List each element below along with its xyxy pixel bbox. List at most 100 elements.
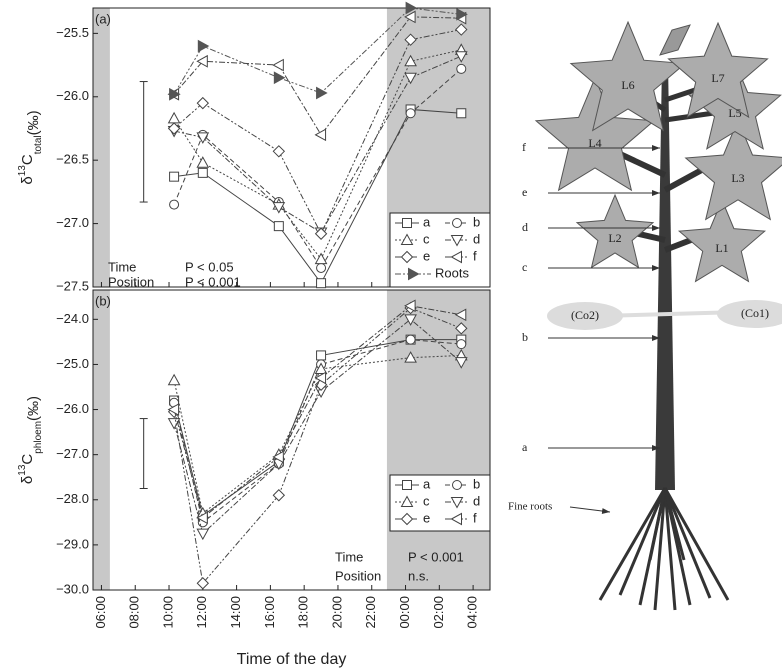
series-line <box>173 55 462 234</box>
height-label: a <box>522 440 528 454</box>
marker <box>197 167 208 178</box>
marker <box>402 480 412 490</box>
marker <box>272 145 286 158</box>
marker <box>316 350 327 361</box>
leaf-label: L6 <box>621 78 634 92</box>
marker <box>314 362 328 374</box>
marker <box>404 33 417 46</box>
x-tick-label: 02:00 <box>431 596 446 629</box>
marker <box>169 199 180 210</box>
root <box>663 487 686 561</box>
collar <box>547 302 623 330</box>
marker <box>452 218 462 228</box>
panel-label: (a) <box>95 11 111 26</box>
y-tick-label: −27.0 <box>56 215 89 230</box>
marker <box>404 351 417 363</box>
x-tick-label: 00:00 <box>397 596 412 629</box>
y-tick-label: −29.0 <box>56 536 89 551</box>
marker <box>169 87 181 101</box>
leaf-label: L4 <box>588 136 601 150</box>
marker <box>404 314 417 326</box>
marker <box>196 132 210 144</box>
marker <box>272 202 286 214</box>
marker <box>456 108 467 119</box>
y-label-part: C <box>19 454 36 465</box>
marker <box>452 480 462 490</box>
y-tick-label: −28.0 <box>56 491 89 506</box>
height-label: c <box>522 260 527 274</box>
height-label: e <box>522 185 527 199</box>
marker <box>450 512 462 526</box>
series-line <box>173 7 462 95</box>
marker <box>402 218 412 228</box>
series-line <box>173 68 462 269</box>
marker <box>169 171 180 182</box>
y-tick-label: −24.0 <box>56 311 89 326</box>
legend-label: f <box>473 248 477 263</box>
y-axis-label: δ13Cphloem(‰) <box>17 396 44 484</box>
x-axis-label: Time of the day <box>237 651 347 668</box>
marker <box>456 339 467 350</box>
marker <box>316 278 327 289</box>
root <box>618 487 667 596</box>
collar-label: (Co1) <box>741 306 769 320</box>
marker <box>454 308 467 322</box>
marker <box>455 322 468 335</box>
height-label: f <box>522 140 526 154</box>
x-tick-label: 20:00 <box>329 596 344 629</box>
leaf <box>575 193 655 269</box>
series-line <box>173 305 462 519</box>
x-tick-label: 04:00 <box>465 596 480 629</box>
marker <box>314 371 327 385</box>
plot-frame <box>92 7 491 288</box>
legend-label: c <box>423 493 430 508</box>
y-tick-label: −25.5 <box>56 25 89 40</box>
legend-label: b <box>473 214 480 229</box>
annotation: n.s. <box>408 568 429 583</box>
marker <box>167 418 181 430</box>
root <box>648 487 667 561</box>
marker <box>404 299 416 313</box>
marker <box>456 7 468 21</box>
marker <box>454 51 468 63</box>
annotation: Position <box>335 568 381 583</box>
marker <box>404 54 417 67</box>
marker <box>404 72 417 85</box>
legend-label: a <box>423 214 431 229</box>
night-shading <box>386 290 490 590</box>
marker <box>400 512 414 526</box>
marker <box>196 156 210 168</box>
y-tick-label: −26.0 <box>56 88 89 103</box>
annotation: P < 0.05 <box>185 259 234 274</box>
marker <box>272 58 284 72</box>
leaf-label: L3 <box>731 171 744 185</box>
x-tick-label: 18:00 <box>296 596 311 629</box>
marker <box>454 357 468 369</box>
y-tick-label: −30.0 <box>56 581 89 596</box>
y-tick-label: −26.0 <box>56 401 89 416</box>
y-label-part: (‰) <box>25 396 42 421</box>
legend-label: Roots <box>435 265 469 280</box>
marker <box>450 250 462 264</box>
annotation: Time <box>335 549 363 564</box>
marker <box>196 96 210 110</box>
marker <box>405 108 416 119</box>
marker <box>408 267 420 281</box>
leaf-label: L1 <box>715 241 728 255</box>
leaf <box>667 21 769 119</box>
marker <box>455 23 468 36</box>
marker <box>316 262 327 273</box>
x-tick-label: 22:00 <box>363 596 378 629</box>
y-label-part: phloem <box>33 421 44 454</box>
marker <box>314 227 328 240</box>
root <box>598 487 667 601</box>
marker <box>167 111 181 124</box>
marker <box>316 86 328 100</box>
plot-frame <box>92 289 491 591</box>
y-tick-label: −26.5 <box>56 152 89 167</box>
root <box>663 487 712 599</box>
x-tick-label: 12:00 <box>194 596 209 629</box>
leaf <box>677 198 767 283</box>
y-label-part: C <box>19 154 36 165</box>
